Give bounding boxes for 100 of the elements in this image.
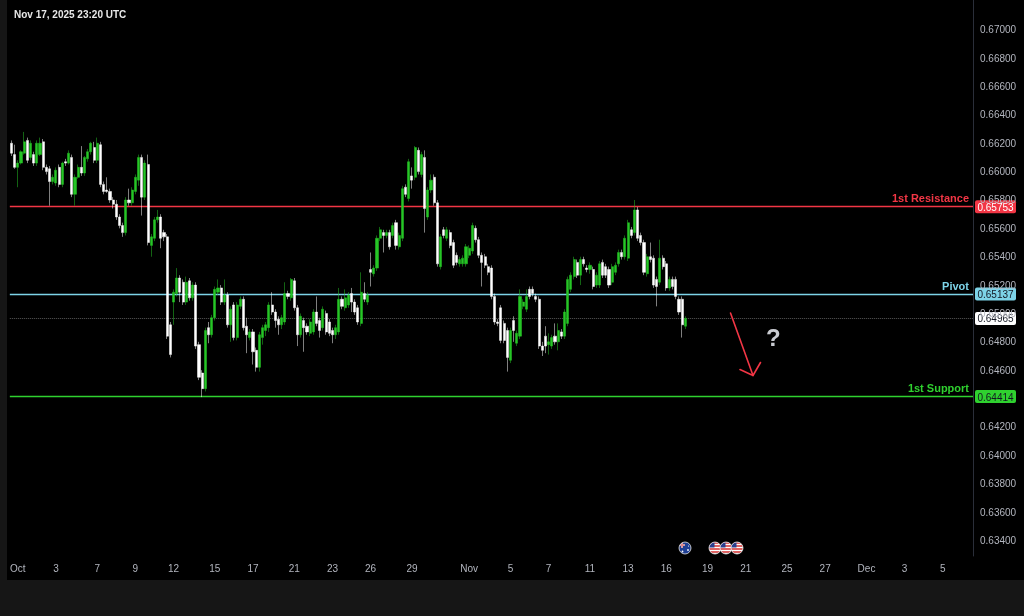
candlestick: [633, 199, 636, 236]
candlestick: [636, 206, 639, 242]
candlestick: [588, 262, 592, 274]
x-tick-label: 17: [247, 562, 259, 574]
candlestick: [598, 260, 601, 289]
candlestick: [544, 325, 547, 354]
candlestick: [127, 188, 131, 206]
candlestick: [410, 167, 413, 189]
candlestick: [585, 264, 588, 273]
candlestick: [681, 296, 684, 338]
y-tick-label: 0.63800: [980, 478, 1017, 490]
candlestick: [363, 282, 366, 303]
y-tick-label: 0.64000: [980, 449, 1017, 461]
candlestick: [290, 277, 293, 301]
ref-line-label: Pivot: [942, 279, 970, 292]
candlestick: [382, 229, 385, 253]
candlestick: [93, 141, 96, 164]
candlestick: [96, 137, 99, 164]
y-tick-label: 0.64600: [980, 364, 1017, 376]
x-tick-label: 29: [406, 562, 418, 574]
candlestick: [630, 226, 633, 239]
candlestick: [140, 154, 143, 216]
candlestick: [229, 306, 232, 343]
y-tick-label: 0.63400: [980, 534, 1017, 546]
candlestick: [512, 316, 515, 343]
candlestick: [394, 219, 398, 250]
candlestick: [601, 259, 604, 279]
candlestick: [248, 328, 251, 341]
candlestick: [32, 151, 35, 167]
candlestick: [64, 158, 67, 167]
candlestick: [420, 151, 423, 178]
y-tick-label: 0.66800: [980, 52, 1017, 64]
annotation: ?: [765, 323, 781, 351]
y-tick-label: 0.66400: [980, 109, 1017, 121]
candlestick: [407, 158, 410, 202]
annotation: 0.64414: [977, 391, 1015, 403]
candlestick: [325, 310, 328, 335]
candlestick: [582, 256, 585, 267]
candlestick: [369, 252, 372, 287]
x-tick-label: 16: [660, 562, 673, 574]
candlestick: [509, 327, 512, 364]
candlestick: [67, 150, 70, 165]
candlestick: [42, 138, 45, 171]
x-tick-label: 7: [94, 562, 101, 574]
y-tick-label: 0.67000: [980, 24, 1017, 36]
candlestick: [124, 196, 127, 236]
candlestick: [143, 160, 146, 201]
candlestick: [48, 165, 51, 206]
y-tick-label: 0.64200: [980, 421, 1017, 433]
annotation: 0.65137: [977, 289, 1015, 301]
x-tick-label: Dec: [857, 562, 876, 574]
candlestick: [182, 279, 185, 306]
candlestick: [579, 256, 582, 286]
candlestick: [528, 286, 531, 300]
candlestick: [360, 272, 363, 327]
candlestick: [54, 167, 57, 187]
candlestick: [391, 222, 394, 239]
candlestick: [607, 266, 611, 289]
x-tick-label: 26: [365, 562, 377, 574]
candlestick: [226, 291, 229, 328]
candlestick: [321, 306, 324, 331]
x-tick-label: 11: [584, 562, 596, 574]
x-tick-label: 27: [819, 562, 832, 574]
candlestick: [299, 313, 302, 338]
candlestick: [347, 291, 350, 309]
candlestick: [223, 279, 226, 306]
candlestick: [560, 328, 563, 340]
candlestick: [646, 253, 649, 277]
candlestick: [404, 184, 407, 198]
candlestick: [627, 219, 630, 262]
candlestick: [13, 144, 16, 170]
candlestick: [26, 137, 29, 164]
ref-line-label: 1st Resistance: [891, 192, 969, 205]
x-tick-label: 12: [167, 562, 180, 574]
y-tick-label: 0.65600: [980, 222, 1017, 234]
candlestick: [350, 287, 353, 313]
candlestick: [232, 301, 235, 341]
candlestick: [620, 249, 623, 260]
candlestick: [220, 284, 223, 306]
candlestick: [668, 276, 671, 292]
x-tick-label: 23: [326, 562, 339, 574]
x-tick-label: 25: [781, 562, 794, 574]
x-tick-label: 9: [132, 562, 139, 574]
candlestick: [439, 233, 442, 270]
candlestick: [458, 256, 461, 267]
candlestick: [35, 140, 38, 167]
y-tick-label: 0.66000: [980, 166, 1017, 178]
candlestick: [423, 150, 426, 233]
candlestick: [58, 164, 61, 188]
candlestick: [340, 296, 344, 310]
candlestick: [312, 308, 315, 335]
candlestick: [302, 317, 305, 353]
candlestick: [388, 229, 391, 250]
x-tick-label: 3: [901, 562, 908, 574]
candlestick: [283, 282, 286, 326]
candlestick: [385, 229, 388, 239]
candlestick: [344, 289, 347, 311]
x-tick-label: 15: [209, 562, 221, 574]
candlestick: [366, 291, 369, 306]
candlestick: [204, 327, 207, 392]
